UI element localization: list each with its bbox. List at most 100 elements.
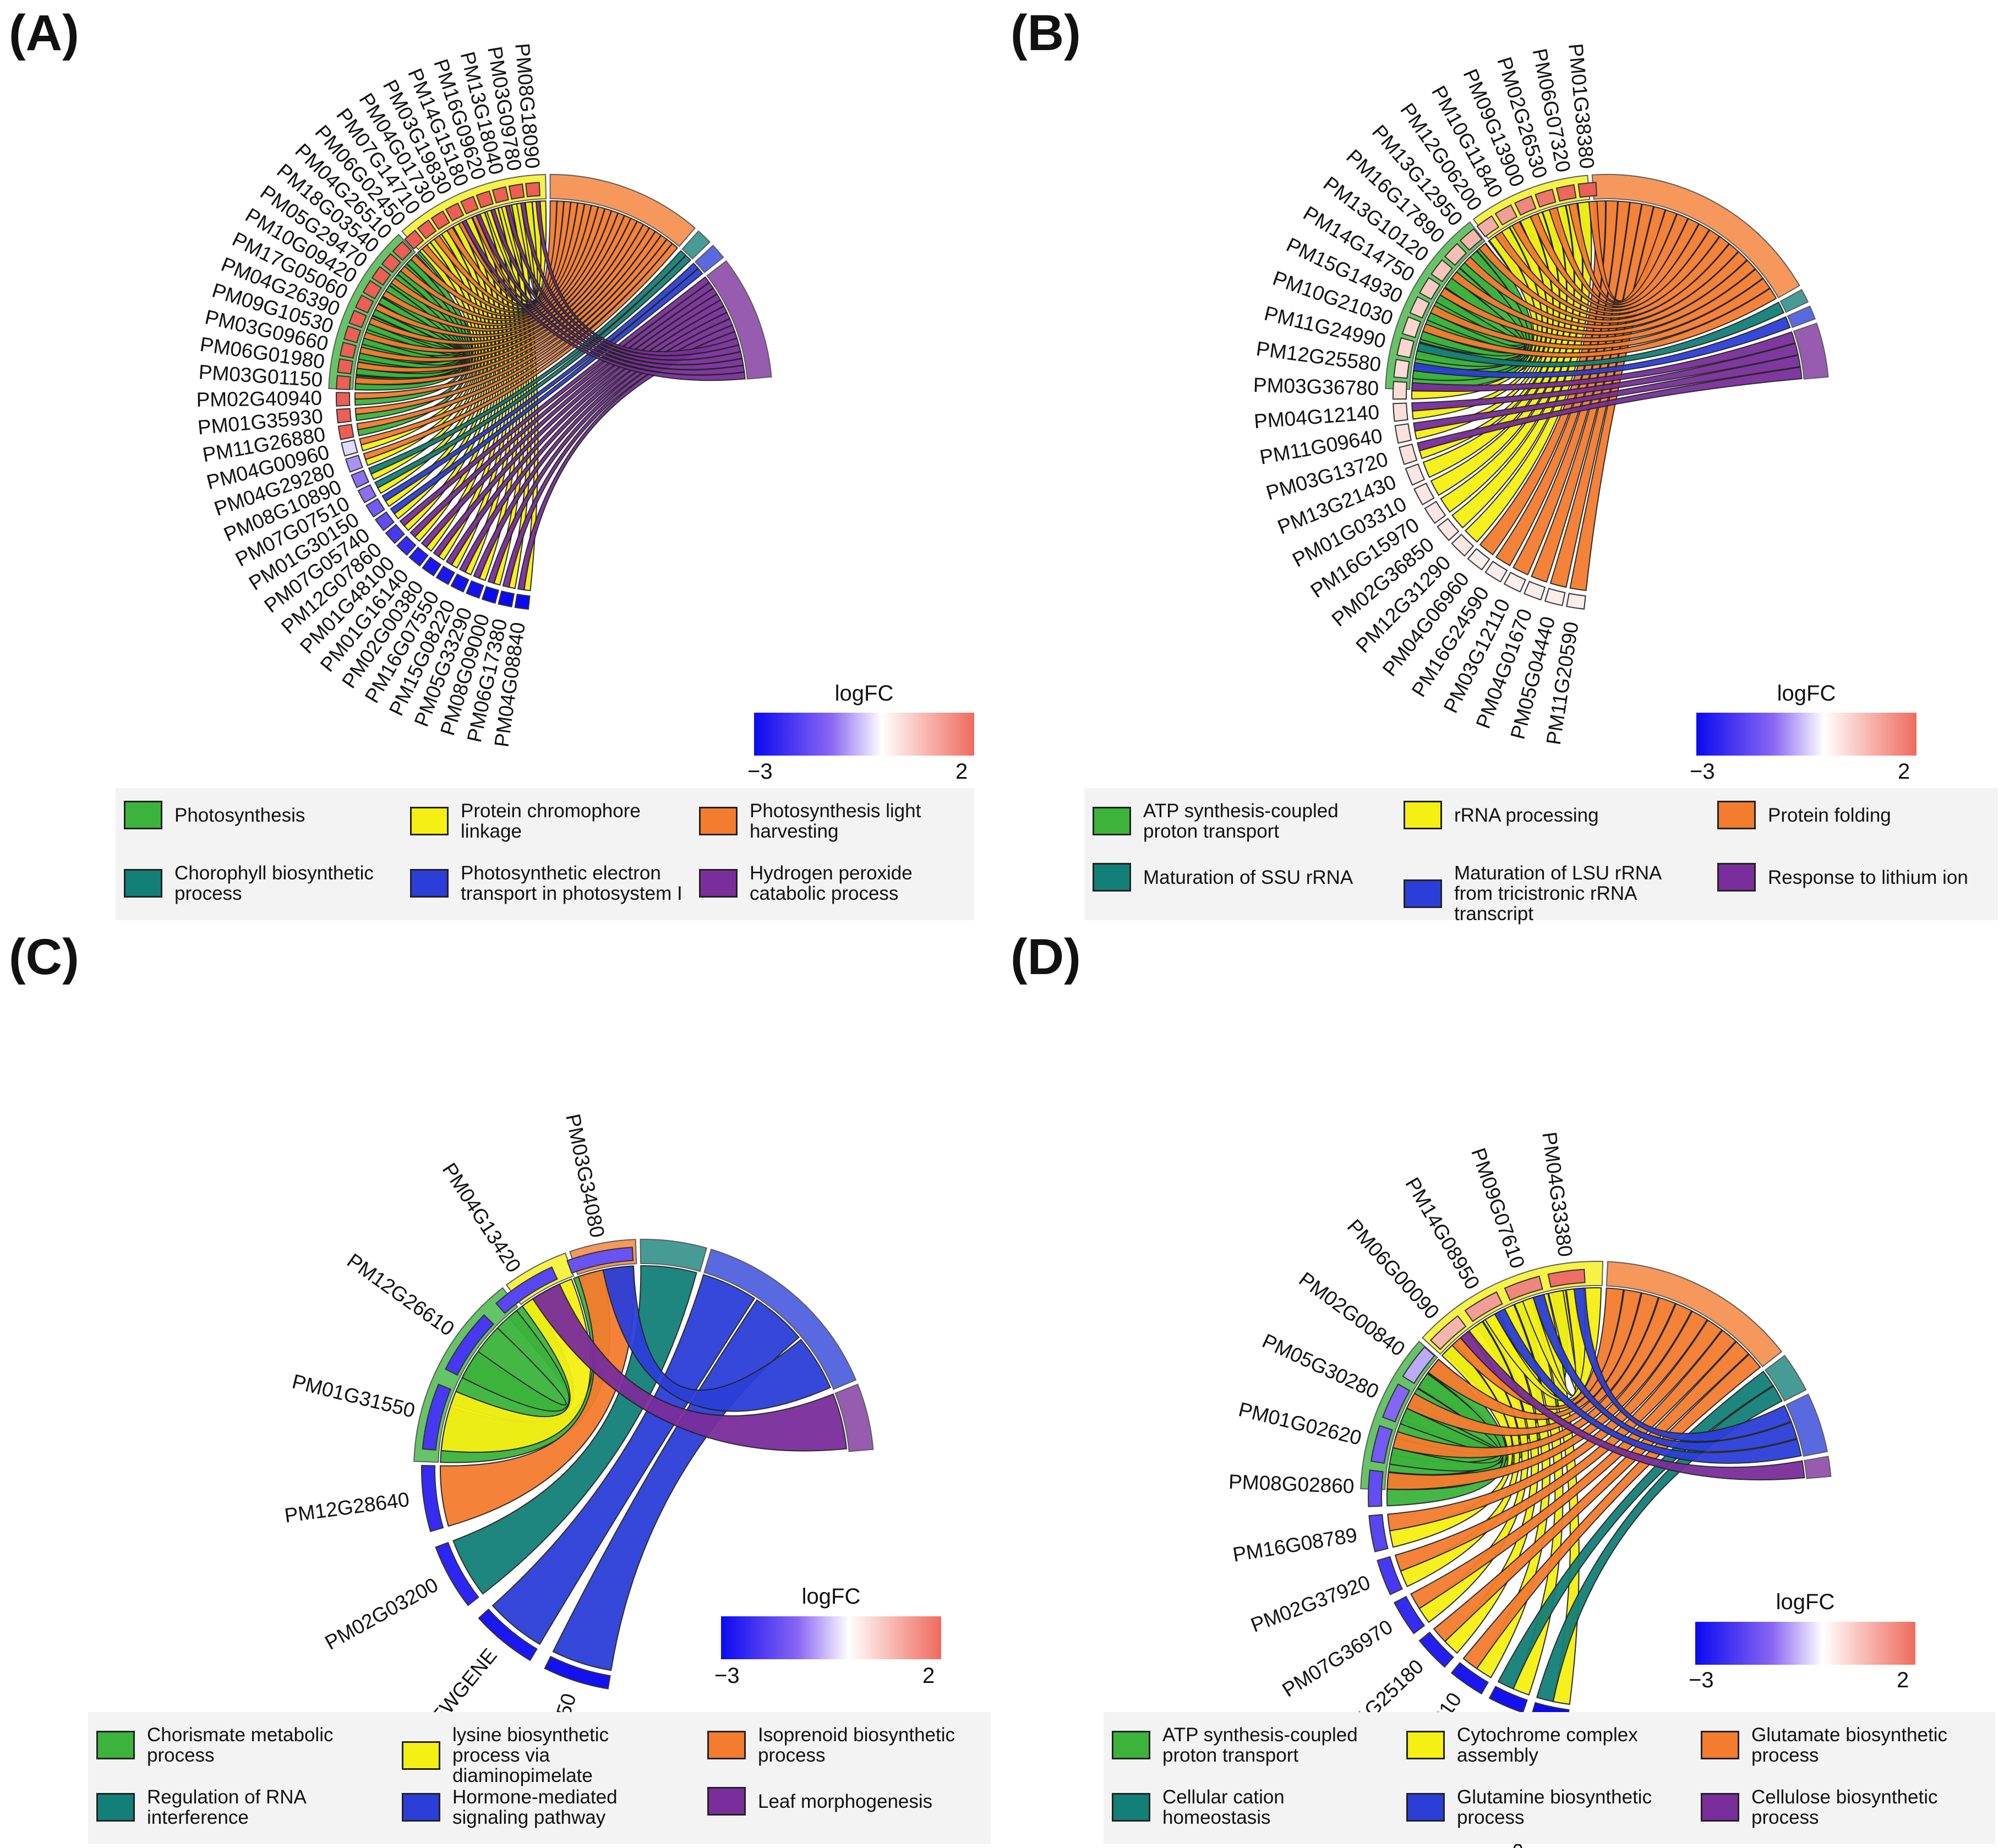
gene-box <box>466 580 484 599</box>
legend-item: Photosynthesis light harvesting <box>699 801 975 841</box>
panel-label: (B) <box>1011 5 1081 61</box>
chord-ribbon <box>1569 206 1666 592</box>
gene-label: PM08G02860 <box>1228 1470 1355 1498</box>
legend-item: Protein chromophore linkage <box>410 801 686 841</box>
gene-box <box>476 190 494 209</box>
gene-box <box>1494 204 1518 226</box>
term-arc <box>1591 174 1800 299</box>
chord-ribbon <box>1412 316 1791 379</box>
term-arc <box>706 260 772 380</box>
gene-box <box>495 1266 558 1314</box>
legend-label: Photosynthesis <box>174 804 305 826</box>
chord-ribbon <box>1536 1385 1783 1703</box>
gene-box <box>396 535 417 556</box>
legend-label: Hydrogen peroxide catabolic process <box>750 862 913 904</box>
legend-swatch <box>1406 1731 1445 1759</box>
legend-swatch <box>1701 1731 1739 1759</box>
gene-box <box>1419 277 1441 300</box>
chord-ribbon <box>1530 212 1710 310</box>
gene-box <box>1450 1661 1489 1695</box>
term-arc <box>1785 1393 1828 1457</box>
gene-box <box>1429 1315 1467 1351</box>
gene-box <box>544 1655 611 1690</box>
chord-ribbon <box>490 208 744 370</box>
legend-label: Photosynthesis light harvesting <box>750 800 921 842</box>
chord-ribbon <box>492 1273 756 1645</box>
colorbar-min-label: −3 <box>714 1664 740 1688</box>
colorbar-max-label: 2 <box>955 759 968 784</box>
legend-swatch <box>1404 879 1442 908</box>
legend-item: ATP synthesis-coupled proton transport <box>1112 1725 1388 1765</box>
legend-item: Hydrogen peroxide catabolic process <box>699 863 975 904</box>
legend-item: Cellular cation homeostasis <box>1112 1787 1388 1828</box>
legend-label: Response to lithium ion <box>1768 866 1968 888</box>
legend-label: ATP synthesis-coupled proton transport <box>1143 800 1339 842</box>
gene-box <box>1566 593 1586 610</box>
legend-label: Cellular cation homeostasis <box>1162 1786 1285 1828</box>
chord-ribbon <box>421 202 585 314</box>
chord-diagram: PM01G38380PM06G07320PM02G26530PM09G13900… <box>1253 42 1829 746</box>
chord-ribbon <box>374 254 692 489</box>
gene-label: PM01G31550 <box>290 1370 417 1422</box>
gene-box <box>1544 588 1566 606</box>
chord-ribbon <box>354 231 662 415</box>
chord-ribbon <box>433 201 578 310</box>
chord-ribbon <box>1478 243 1739 324</box>
legend-label: Chorismate metabolic process <box>147 1724 334 1766</box>
colorbar-min-label: −3 <box>1690 759 1715 784</box>
legend-label: Isoprenoid biosynthetic process <box>758 1724 955 1766</box>
term-arc <box>640 1239 708 1272</box>
gene-box <box>525 182 540 198</box>
legend-label: Glutamate biosynthetic process <box>1751 1724 1948 1766</box>
panel-label: (C) <box>9 929 79 985</box>
chord-ribbon <box>446 200 571 308</box>
gene-box <box>348 309 367 329</box>
chord-ribbon <box>535 200 740 356</box>
gene-box <box>430 210 450 231</box>
gene-box <box>1503 571 1526 593</box>
chord-ribbon <box>354 227 656 400</box>
gene-box <box>445 202 465 222</box>
chord-ribbon <box>381 263 699 502</box>
legend <box>116 788 974 920</box>
logfc-colorbar <box>721 1616 941 1659</box>
logfc-colorbar <box>754 713 974 756</box>
gene-box <box>478 1608 538 1661</box>
chord-ribbon <box>421 287 718 548</box>
gene-box <box>362 280 383 300</box>
gene-box <box>1484 560 1508 583</box>
gene-box <box>385 523 406 544</box>
panel-label: (A) <box>9 5 79 61</box>
gene-box <box>336 375 351 390</box>
gene-box <box>1405 463 1426 486</box>
legend-swatch <box>1717 801 1756 829</box>
gene-box <box>1523 581 1546 601</box>
gene-box <box>408 546 429 567</box>
chord-ribbon <box>1495 200 1618 567</box>
gene-label: PM04G13420 <box>438 1159 526 1277</box>
legend-swatch <box>124 869 162 898</box>
gene-box <box>1381 1383 1411 1423</box>
gene-box <box>341 439 358 457</box>
gene-box <box>1467 548 1490 571</box>
legend-item: Maturation of SSU rRNA <box>1093 863 1369 892</box>
gene-box <box>357 484 377 504</box>
legend <box>88 1712 991 1844</box>
legend-swatch <box>1406 1793 1445 1822</box>
chord-ribbon <box>1427 1289 1642 1420</box>
chord-ribbon <box>399 276 710 527</box>
gene-box <box>492 186 509 204</box>
gene-box <box>435 1541 479 1606</box>
legend-label: Leaf morphogenesis <box>758 1790 933 1812</box>
chord-ribbon <box>356 234 668 430</box>
gene-box <box>1555 184 1577 202</box>
chord-ribbon <box>356 220 644 373</box>
chord-ribbon <box>400 204 599 321</box>
chord-ribbon <box>1531 201 1642 583</box>
term-arc <box>1787 305 1816 329</box>
term-arc <box>1764 1354 1807 1402</box>
gene-label: PM03G36780 <box>1253 374 1379 400</box>
gene-box <box>1504 1275 1543 1302</box>
gene-box <box>336 392 351 407</box>
